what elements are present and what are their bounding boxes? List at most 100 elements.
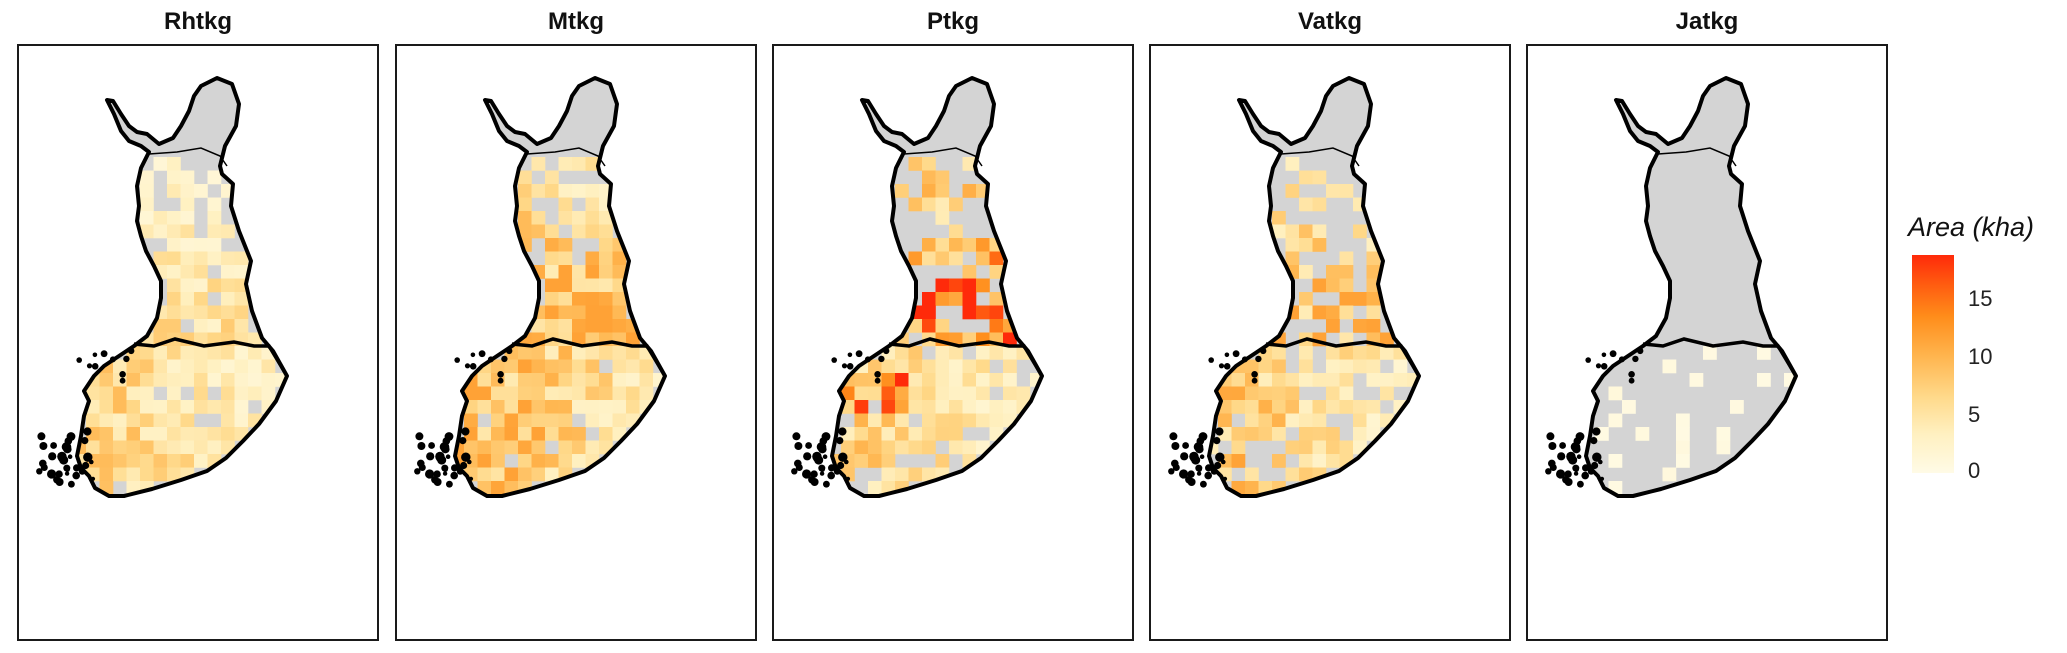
grid-cell [989,265,1004,279]
grid-cell [518,184,532,198]
grid-cell [113,427,127,441]
grid-cell [167,251,181,266]
grid-cell [1285,400,1300,414]
island-marker [1199,454,1205,460]
island-marker [39,442,48,450]
grid-cell [140,197,154,212]
grid-cell [1366,319,1381,333]
grid-cell [1339,305,1354,320]
grid-cell [949,386,963,401]
grid-cell [1003,386,1017,401]
grid-cell [908,427,923,441]
grid-cell [464,386,478,401]
island-marker [433,470,441,478]
grid-cell [935,400,950,414]
grid-cell [585,265,600,279]
grid-cell [167,454,181,468]
grid-cell [77,454,87,468]
grid-cell [207,278,222,293]
grid-cell [1716,427,1731,441]
grid-cell [1231,454,1246,468]
grid-cell [881,386,896,401]
grid-cell [248,332,262,347]
map-panel [772,44,1134,641]
grid-cell [167,373,181,387]
grid-cell [221,400,235,414]
grid-cell [558,373,573,387]
grid-cell [167,386,181,401]
grid-cell [1231,427,1246,441]
grid-cell [504,400,519,414]
grid-cell [572,346,586,360]
grid-cell [504,373,519,387]
grid-cell [895,184,909,198]
grid-cell [1353,319,1367,333]
island-marker [791,468,798,475]
grid-cell [1353,413,1367,428]
grid-cell [585,373,600,387]
island-marker [818,445,827,454]
grid-cell [832,454,842,468]
grid-cell [881,373,896,387]
grid-cell [1716,440,1731,455]
grid-cell [922,319,936,333]
grid-cell [599,224,613,239]
grid-cell [518,359,532,374]
grid-cell [1339,278,1354,293]
grid-cell [1353,292,1367,306]
grid-cell [599,305,613,320]
grid-cell [854,427,869,441]
grid-cell [558,211,573,225]
grid-cell [1285,373,1300,387]
island-marker [92,352,98,358]
grid-cell [1703,346,1717,360]
grid-cell [1003,373,1017,387]
island-marker [442,471,448,476]
grid-cell [477,373,492,387]
grid-cell [585,413,600,428]
grid-cell [194,292,208,306]
grid-cell [167,467,181,482]
grid-cell [962,184,977,198]
grid-cell [935,427,950,441]
grid-cell [908,319,923,333]
grid-cell [518,413,532,428]
grid-cell [881,400,896,414]
grid-cell [180,197,195,212]
grid-cell [194,305,208,320]
grid-cell [518,197,532,212]
grid-cell [841,440,855,455]
grid-cell [1218,386,1232,401]
grid-cell [908,400,923,414]
grid-cell [612,305,627,320]
legend-tick [1954,414,1962,416]
grid-cell [207,251,222,266]
island-marker [66,432,76,441]
grid-cell [221,386,235,401]
grid-cell [1272,413,1286,428]
island-marker [1215,452,1225,462]
grid-cell [180,184,195,198]
grid-cell [518,346,532,360]
grid-cell [585,184,600,198]
grid-cell [1272,454,1286,468]
grid-cell [1393,359,1408,374]
grid-cell [491,427,505,441]
island-marker [464,363,471,369]
grid-cell [1608,413,1623,428]
grid-cell [1339,251,1354,266]
island-marker [1223,363,1231,370]
grid-cell [1312,238,1327,252]
grid-cell [113,359,127,374]
grid-cell [949,238,963,252]
grid-cell [1285,440,1300,455]
grid-cell [207,400,222,414]
island-marker [123,355,130,363]
grid-cell [868,427,882,441]
grid-cell [962,440,977,455]
grid-cells [455,157,665,495]
grid-cell [545,373,559,387]
island-marker [1191,453,1199,461]
grid-cell [599,292,613,306]
grid-cell [207,224,222,239]
